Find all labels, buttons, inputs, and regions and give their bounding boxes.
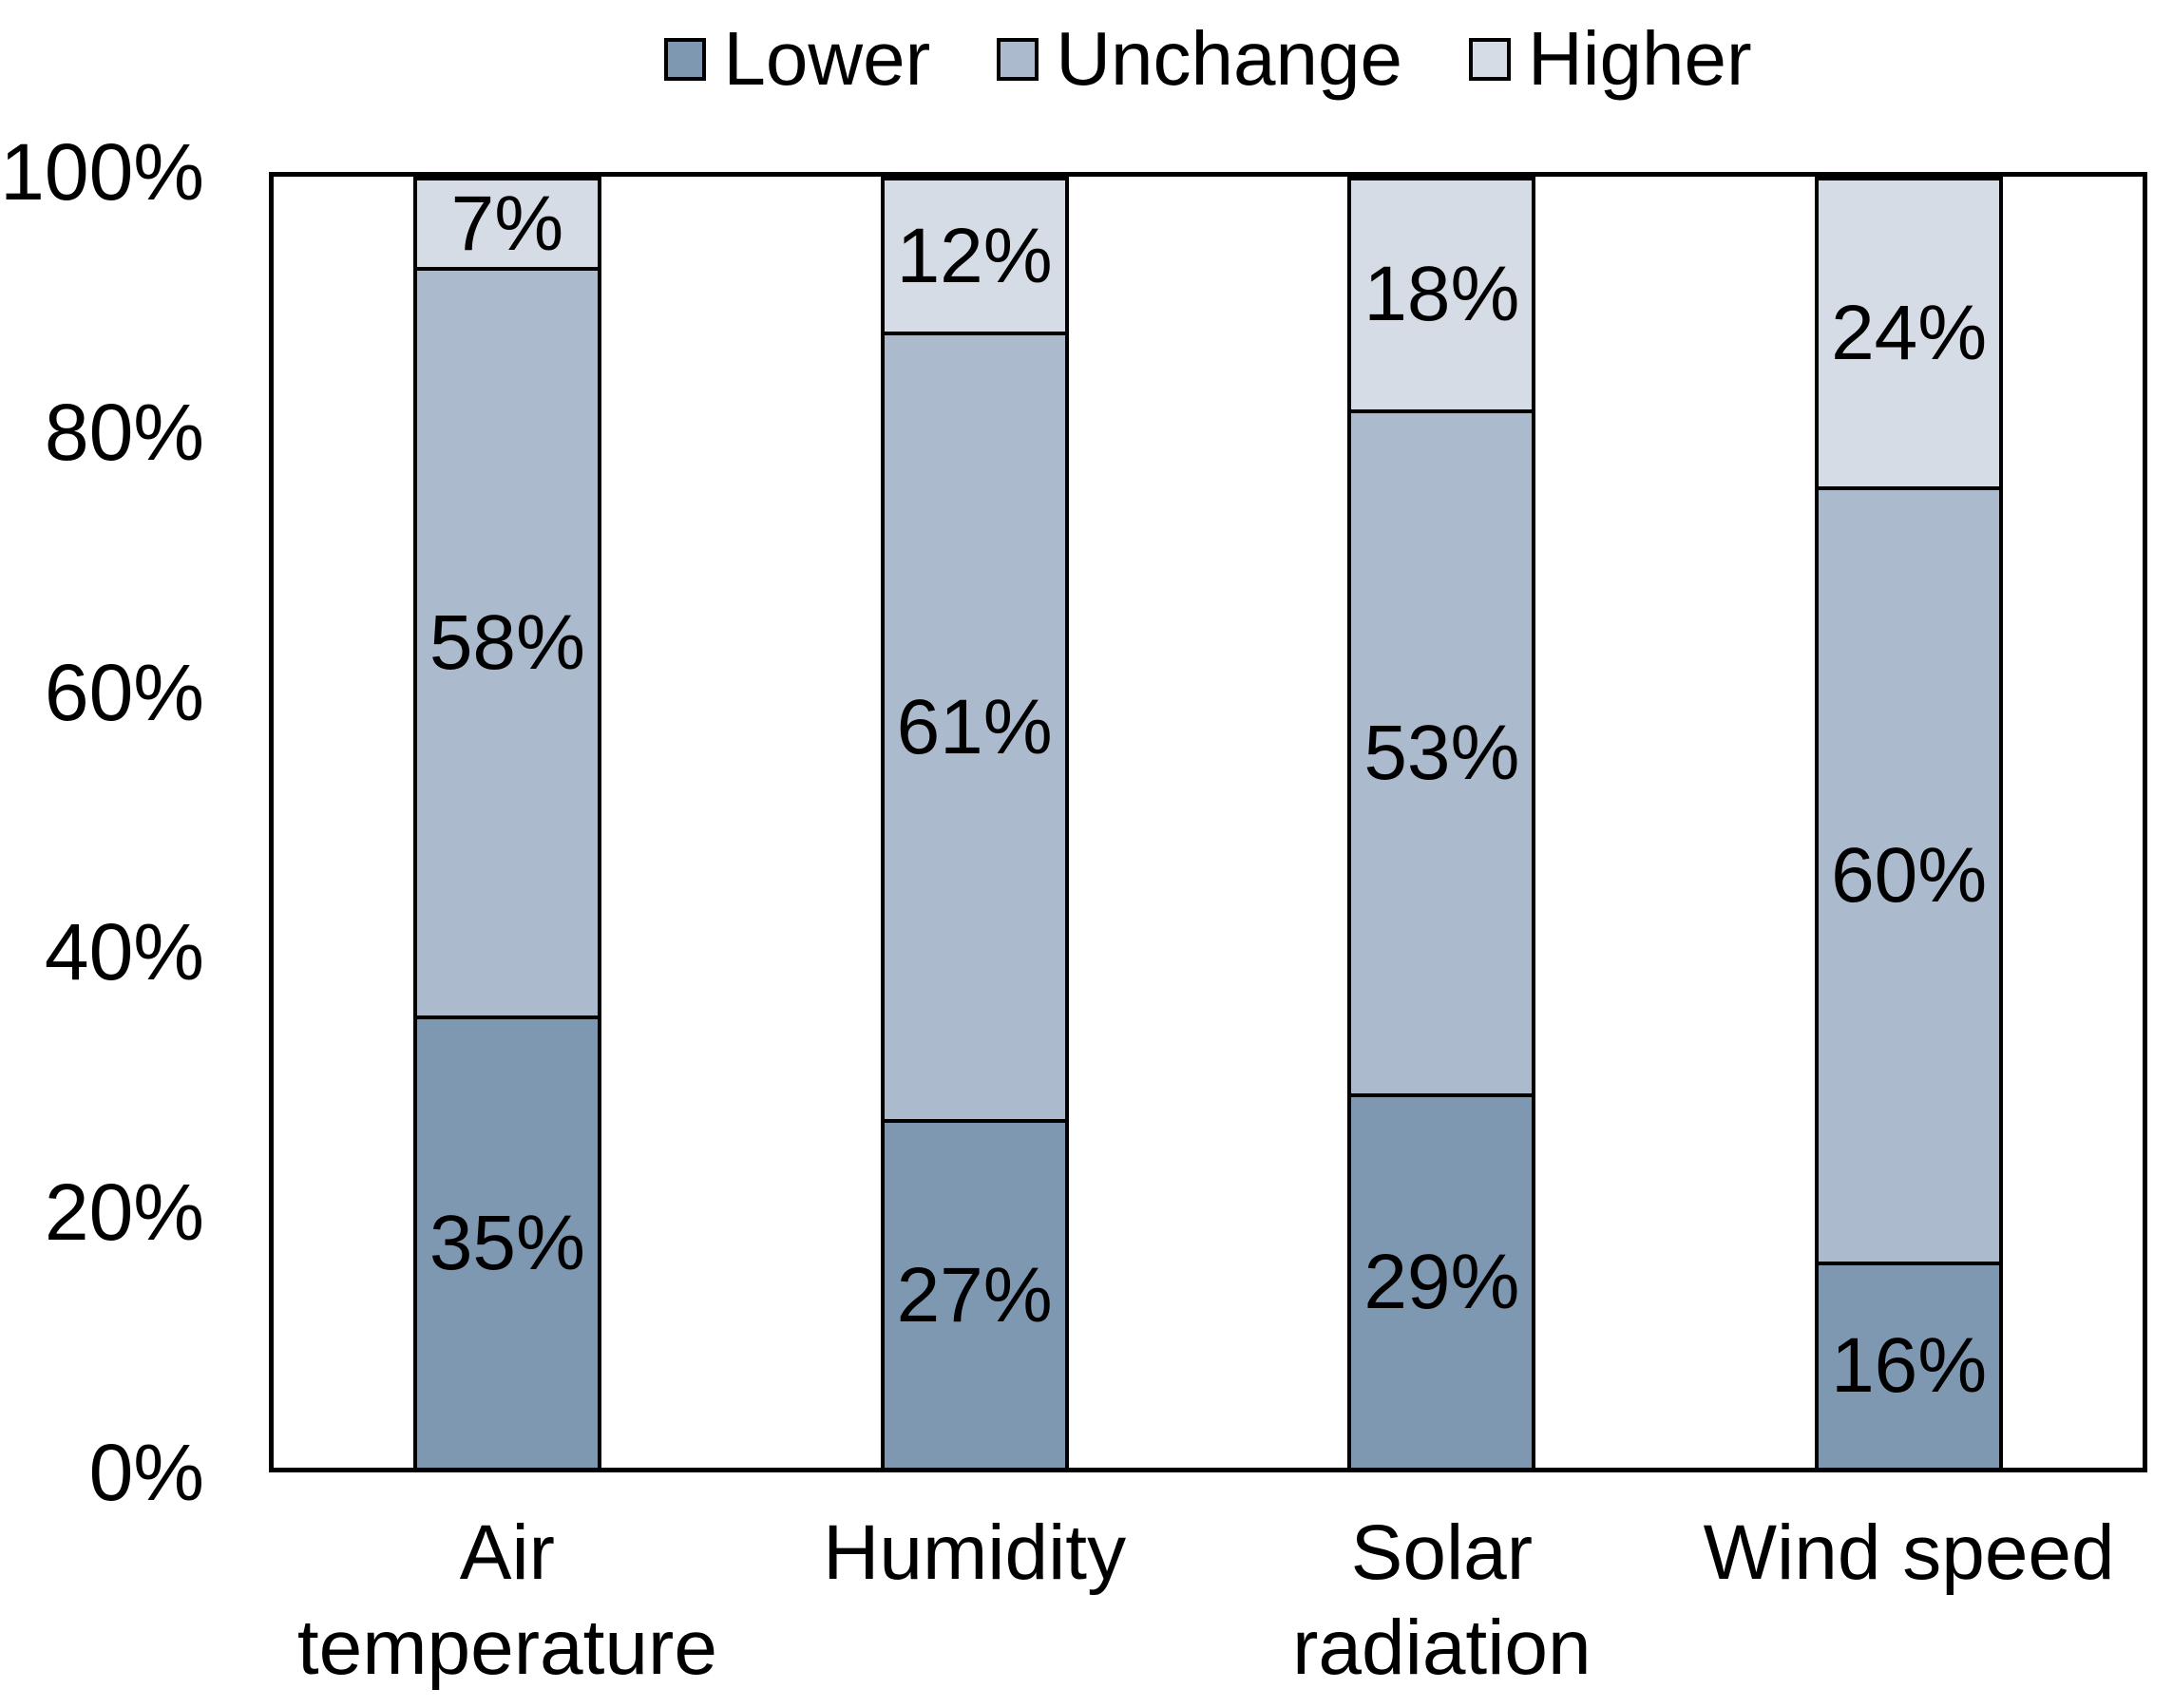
x-axis-label-line: temperature xyxy=(296,1604,717,1691)
y-tick-label: 60% xyxy=(44,647,204,737)
bar-solar-radiation: 29% 53% 18% xyxy=(1347,177,1536,1468)
data-label: 58% xyxy=(429,599,585,687)
x-axis-label-solar-radiation: Solar radiation xyxy=(1137,1506,1745,1696)
bar-segment-lower: 27% xyxy=(880,1119,1069,1468)
y-tick-label: 40% xyxy=(44,907,204,997)
bar-segment-higher: 24% xyxy=(1815,177,2004,487)
data-label: 24% xyxy=(1831,290,1988,377)
bar-segment-higher: 12% xyxy=(880,177,1069,332)
data-label: 35% xyxy=(429,1200,585,1287)
bar-segment-lower: 16% xyxy=(1815,1261,2004,1468)
y-tick-label: 100% xyxy=(0,127,204,217)
y-tick-label: 80% xyxy=(44,387,204,477)
x-axis-label-line: Humidity xyxy=(823,1509,1127,1596)
bar-segment-higher: 7% xyxy=(412,177,601,268)
legend-swatch-lower xyxy=(664,37,707,81)
bar-air-temperature: 35% 58% 7% xyxy=(412,177,601,1468)
x-axis-label-line: Wind speed xyxy=(1703,1509,2115,1596)
bar-segment-lower: 35% xyxy=(412,1015,601,1468)
x-axis-label-humidity: Humidity xyxy=(671,1506,1279,1601)
legend-label: Lower xyxy=(723,16,931,101)
data-label: 27% xyxy=(896,1251,1053,1338)
data-label: 18% xyxy=(1363,251,1520,338)
y-tick-label: 0% xyxy=(88,1428,204,1517)
x-axis-label-line: Solar xyxy=(1350,1509,1534,1596)
data-label: 16% xyxy=(1831,1322,1988,1410)
data-label: 61% xyxy=(896,683,1053,770)
bar-segment-lower: 29% xyxy=(1347,1092,1536,1468)
data-label: 7% xyxy=(450,180,564,267)
y-axis: 0% 20% 40% 60% 80% 100% xyxy=(0,0,204,1708)
bar-wind-speed: 16% 60% 24% xyxy=(1815,177,2004,1468)
data-label: 53% xyxy=(1363,709,1520,796)
chart-legend: Lower Unchange Higher xyxy=(269,6,2147,112)
bar-segment-unchange: 53% xyxy=(1347,408,1536,1093)
data-label: 29% xyxy=(1363,1238,1520,1325)
x-axis-label-air-temperature: Air temperature xyxy=(203,1506,811,1696)
bar-segment-higher: 18% xyxy=(1347,177,1536,409)
plot-area: 35% 58% 7% 27% 61% 12% 29% 53% 18% 16% 60% 24% xyxy=(269,172,2147,1472)
legend-item-lower: Lower xyxy=(664,21,930,97)
bar-segment-unchange: 58% xyxy=(412,267,601,1016)
legend-item-unchange: Unchange xyxy=(997,21,1402,97)
bar-segment-unchange: 60% xyxy=(1815,486,2004,1262)
legend-swatch-unchange xyxy=(997,37,1039,81)
legend-label: Unchange xyxy=(1056,16,1402,101)
x-axis-label-wind-speed: Wind speed xyxy=(1605,1506,2173,1601)
bar-humidity: 27% 61% 12% xyxy=(880,177,1069,1468)
bar-segment-unchange: 61% xyxy=(880,332,1069,1120)
data-label: 12% xyxy=(896,212,1053,299)
x-axis-label-line: radiation xyxy=(1292,1604,1592,1691)
legend-swatch-higher xyxy=(1468,37,1511,81)
data-label: 60% xyxy=(1831,831,1988,919)
y-tick-label: 20% xyxy=(44,1167,204,1258)
legend-label: Higher xyxy=(1527,16,1752,101)
legend-item-higher: Higher xyxy=(1468,16,1752,101)
x-axis-label-line: Air xyxy=(459,1509,555,1596)
